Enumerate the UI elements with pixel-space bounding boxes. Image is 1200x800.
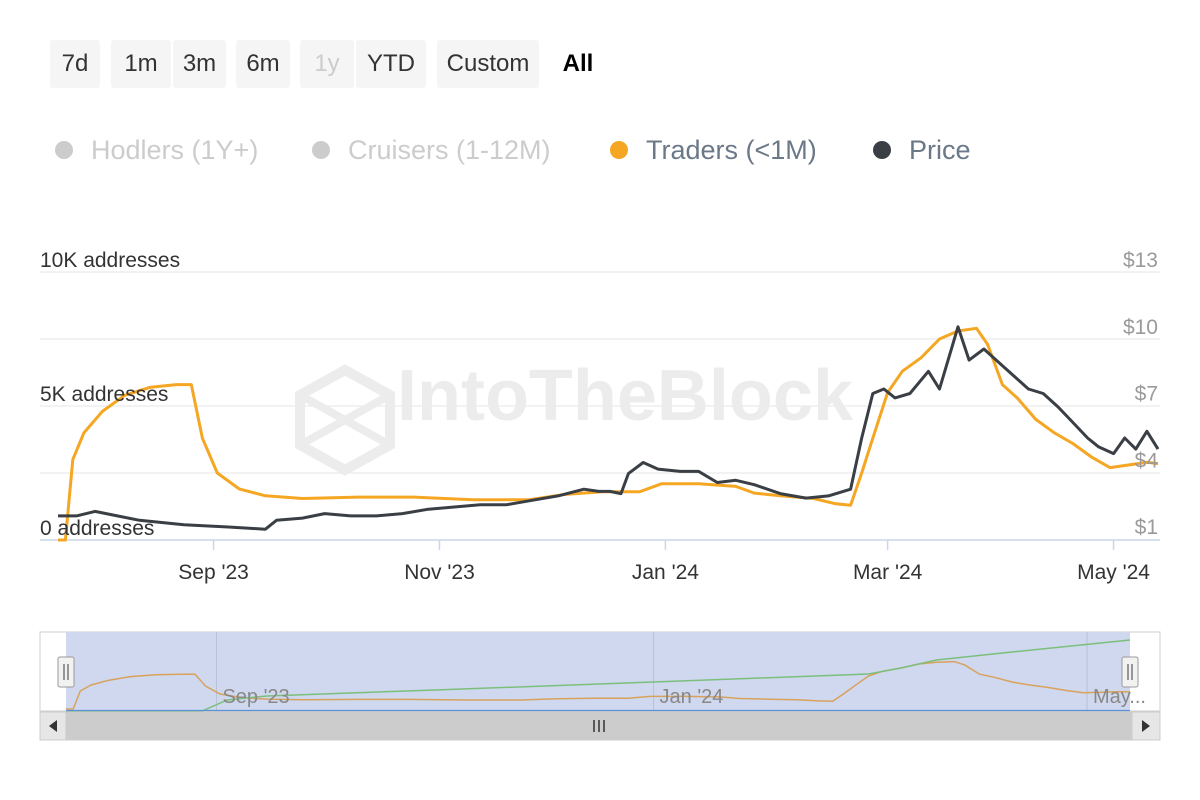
y-left-tick-label: 10K addresses — [40, 249, 180, 272]
grid — [40, 271, 1160, 541]
legend-item-cruisers-1-12m[interactable]: Cruisers (1-12M) — [312, 130, 551, 170]
y-axis-right: $1 $4 $7 $10 $13 — [1123, 249, 1158, 539]
y-left-tick-label: 0 addresses — [40, 517, 154, 540]
scrollbar[interactable] — [39, 711, 1161, 741]
navigator-grid — [215, 632, 1088, 711]
scroll-left-button[interactable] — [39, 711, 67, 741]
y-left-tick-label: 5K addresses — [40, 383, 168, 406]
range-button-ytd[interactable]: YTD — [356, 40, 426, 88]
y-right-tick-label: $4 — [1135, 449, 1159, 472]
x-tick-label: Mar '24 — [853, 561, 923, 584]
y-right-tick-label: $10 — [1123, 316, 1158, 339]
arrow-left-icon — [49, 720, 57, 732]
navigator-labels: Sep '23 Jan '24 May... — [222, 686, 1146, 708]
watermark: IntoTheBlock — [397, 356, 854, 436]
range-button-6m[interactable]: 6m — [236, 40, 290, 88]
chart-legend: Hodlers (1Y+) Cruisers (1-12M) Traders (<1… — [0, 130, 1200, 170]
navigator-line-traders — [66, 660, 1131, 710]
y-right-tick-label: $13 — [1123, 249, 1158, 272]
series-layer — [58, 325, 1160, 542]
watermark-logo-icon — [295, 364, 395, 476]
legend-label: Hodlers (1Y+) — [91, 135, 259, 165]
navigator-series — [66, 639, 1131, 712]
arrow-right-icon — [1142, 720, 1150, 732]
grip-handle-icon — [63, 664, 69, 680]
x-axis: Sep '23 Nov '23 Jan '24 Mar '24 May '24 — [178, 540, 1150, 584]
legend-item-traders-1m[interactable]: Traders (<1M) — [610, 130, 817, 170]
y-right-tick-label: $1 — [1135, 516, 1158, 539]
navigator-handle-right[interactable] — [1121, 656, 1139, 688]
x-tick-label: Jan '24 — [632, 561, 699, 584]
navigator-label: May... — [1093, 686, 1146, 708]
legend-dot-icon — [312, 140, 330, 159]
navigator-label: Sep '23 — [222, 686, 289, 708]
series-line-traders-1m[interactable] — [58, 326, 1159, 542]
navigator-label: Jan '24 — [660, 686, 724, 708]
x-tick-label: Sep '23 — [178, 561, 249, 584]
legend-dot-icon — [610, 140, 628, 159]
legend-label: Price — [909, 135, 971, 165]
grip-handle-icon — [1127, 664, 1133, 680]
y-right-tick-label: $7 — [1135, 383, 1158, 406]
navigator[interactable]: Sep '23 Jan '24 May... — [39, 631, 1161, 712]
legend-label: Cruisers (1-12M) — [348, 135, 551, 165]
range-button-7d[interactable]: 7d — [50, 40, 100, 88]
range-button-custom[interactable]: Custom — [437, 40, 539, 88]
series-line-price[interactable] — [58, 325, 1160, 531]
navigator-line-hodlers — [66, 639, 1131, 712]
y-axis-left: 0 addresses 5K addresses 10K addresses — [40, 249, 180, 540]
range-button-3m[interactable]: 3m — [173, 40, 226, 88]
grip-lines-icon — [593, 720, 605, 732]
scroll-right-button[interactable] — [1131, 711, 1161, 741]
legend-item-price[interactable]: Price — [873, 130, 971, 170]
navigator-handle-left[interactable] — [57, 656, 75, 688]
legend-dot-icon — [55, 140, 73, 159]
range-button-all[interactable]: All — [562, 50, 594, 77]
legend-label: Traders (<1M) — [646, 135, 817, 165]
legend-item-hodlers-1y[interactable]: Hodlers (1Y+) — [55, 130, 258, 170]
range-button-1m[interactable]: 1m — [111, 40, 171, 88]
legend-dot-icon — [873, 140, 891, 159]
x-tick-label: May '24 — [1077, 561, 1150, 584]
x-tick-label: Nov '23 — [404, 561, 475, 584]
range-button-1y: 1y — [300, 40, 354, 88]
